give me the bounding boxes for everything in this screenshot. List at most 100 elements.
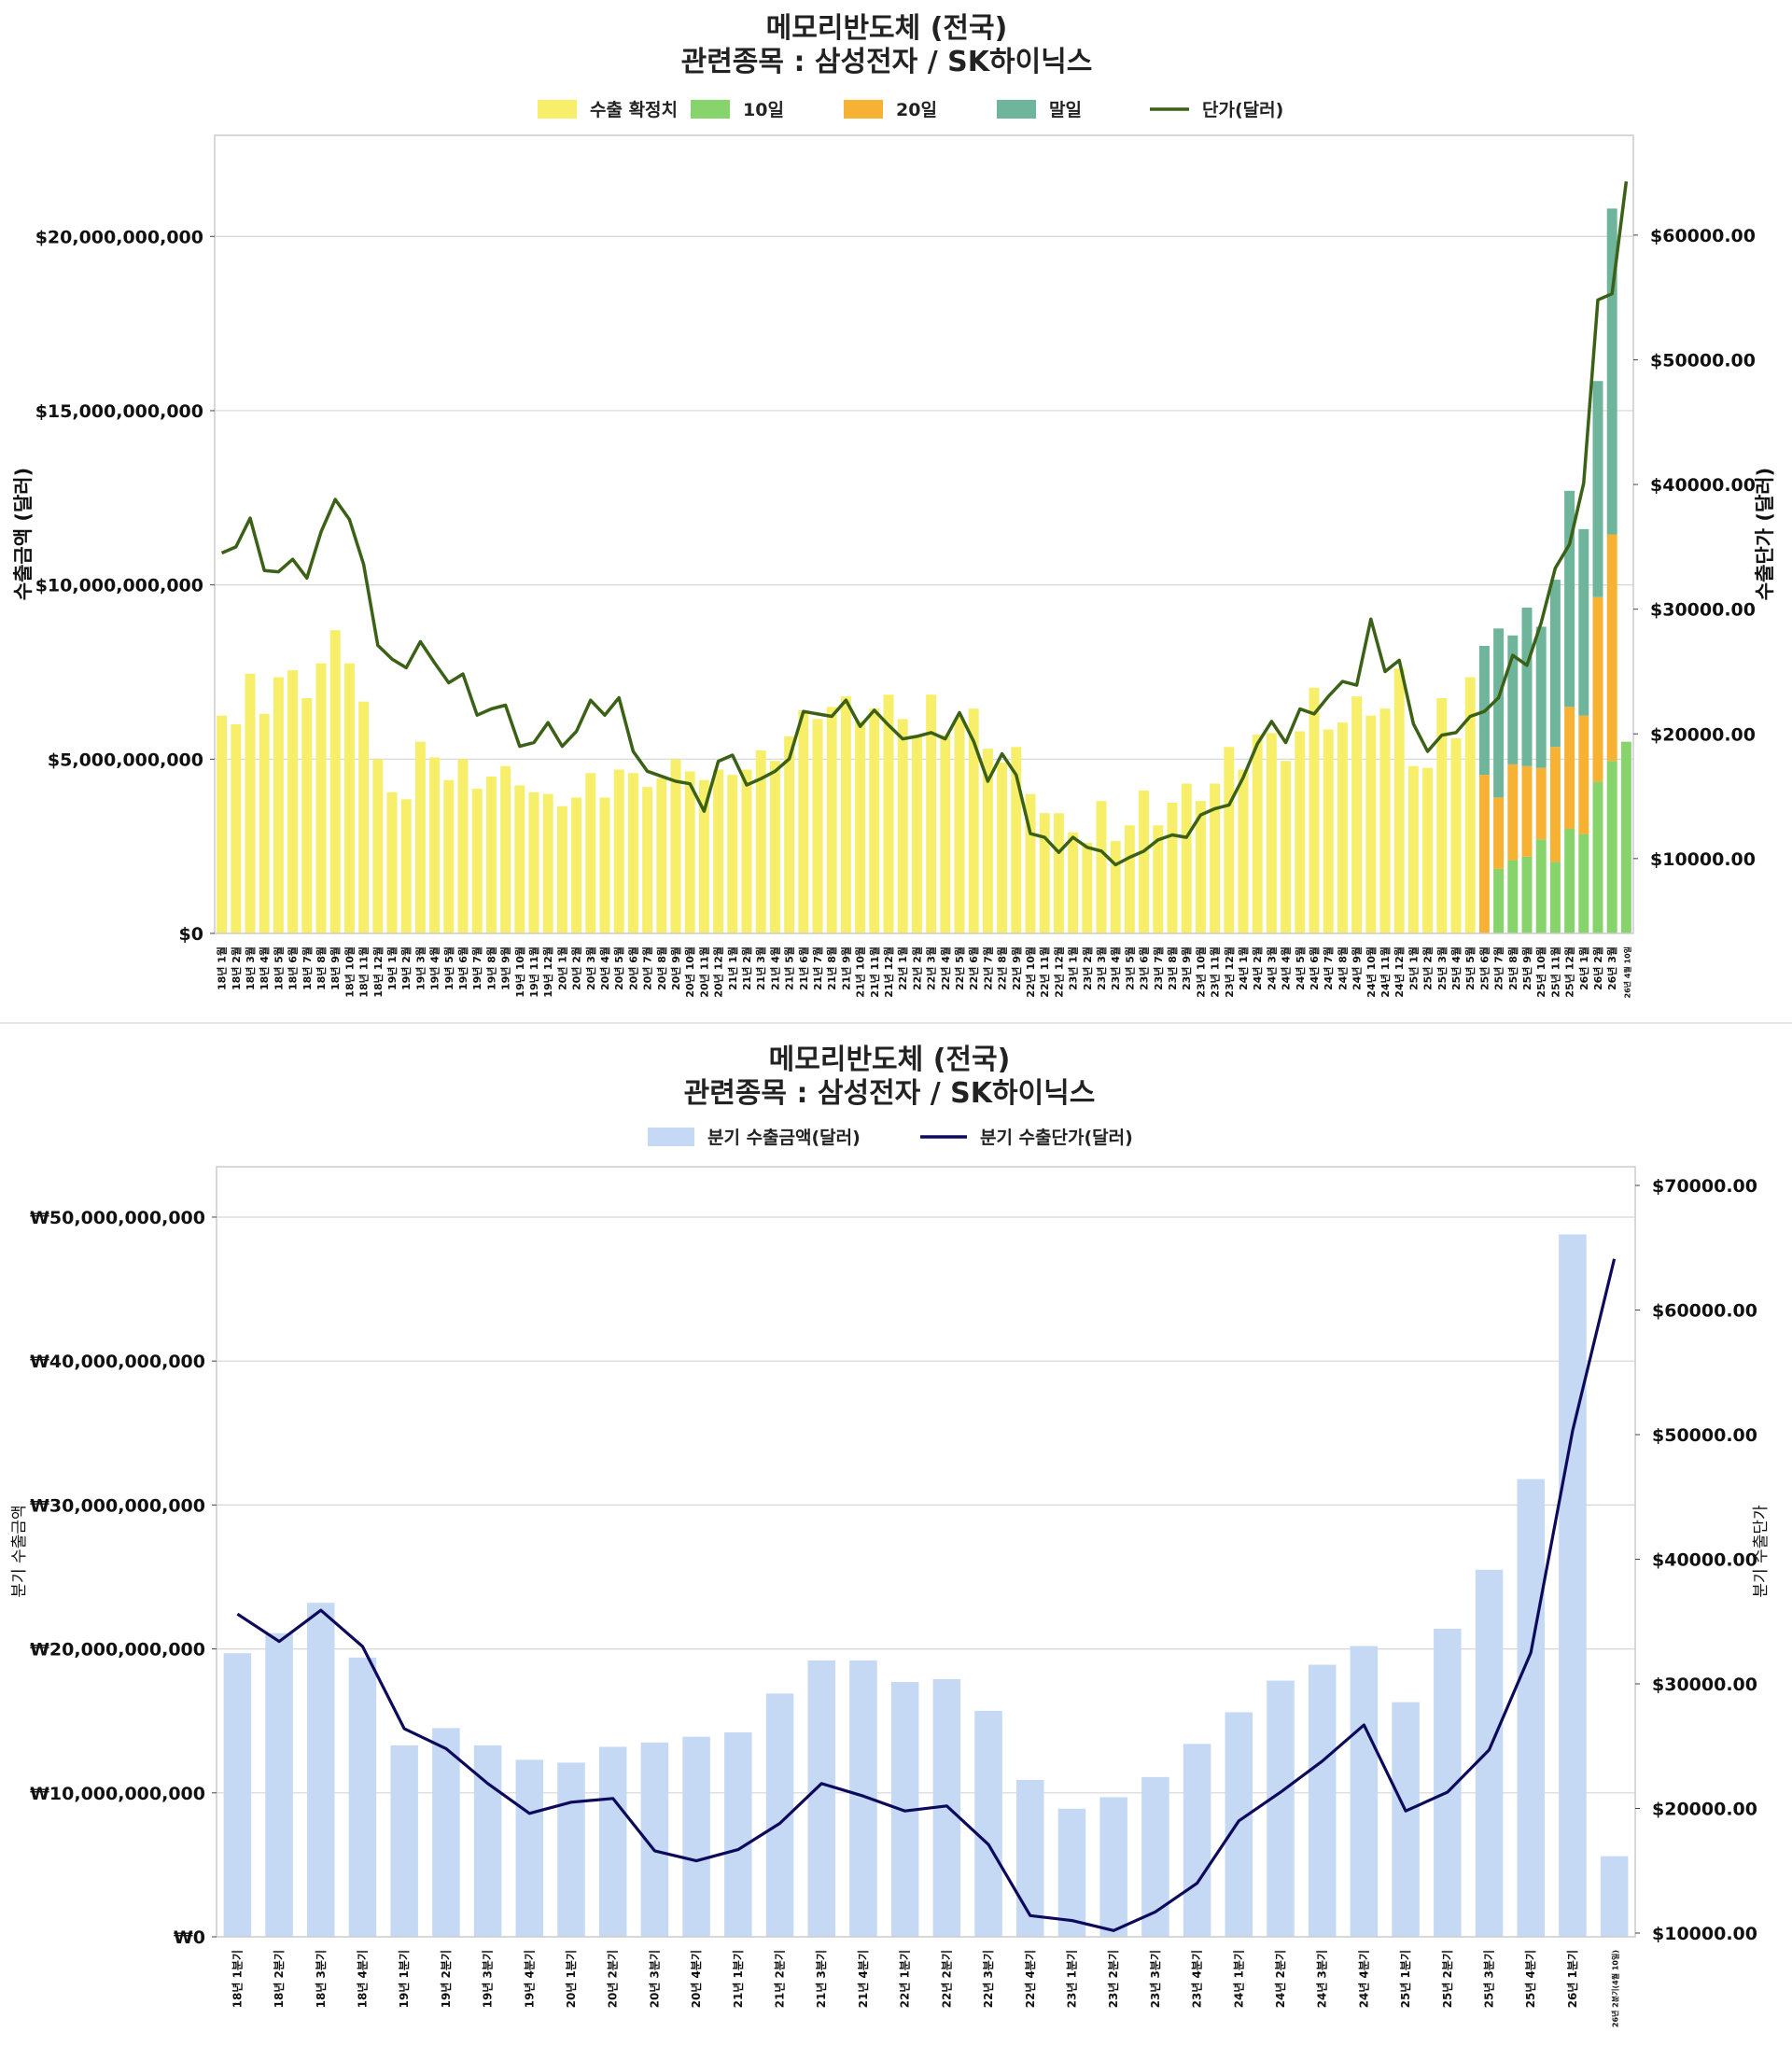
x-tick-label: 20년 10월 — [683, 946, 696, 998]
x-tick-label: 25년 1분기 — [1398, 1950, 1412, 2008]
bar — [1183, 1744, 1211, 1937]
bar — [1592, 381, 1603, 597]
chart1-gridlines — [215, 235, 1633, 760]
x-tick-label: 18년 4월 — [258, 946, 271, 990]
legend-swatch — [648, 1128, 694, 1146]
chart2-right-axis: $10000.00 $20000.00 $30000.00 $40000.00 $500… — [1635, 1176, 1757, 1944]
bar — [259, 713, 270, 933]
x-tick-label: 21년 6월 — [797, 946, 810, 990]
x-tick-label: 25년 5월 — [1463, 946, 1477, 990]
legend-swatch — [997, 100, 1036, 119]
bar — [414, 741, 426, 933]
bar — [869, 708, 880, 933]
y2-tick-label: $70000.00 — [1652, 1176, 1757, 1197]
x-tick-label: 23년 10월 — [1194, 946, 1207, 998]
x-tick-label: 24년 3월 — [1265, 946, 1278, 990]
x-tick-label: 25년 7월 — [1492, 946, 1505, 990]
x-tick-label: 26년 2월 — [1591, 946, 1604, 990]
x-tick-label: 20년 4분기 — [689, 1950, 703, 2008]
chart2-left-axis: ₩0 ₩10,000,000,000 ₩20,000,000,000 ₩30,000,… — [30, 1208, 217, 1948]
bar — [301, 697, 313, 933]
bar — [223, 1653, 252, 1937]
bar — [1578, 528, 1589, 716]
bar — [1559, 1234, 1587, 1937]
legend-label: 10일 — [743, 100, 784, 120]
bar — [1308, 1664, 1337, 1937]
bar — [1181, 783, 1192, 933]
bar — [812, 719, 823, 933]
bar — [514, 785, 525, 933]
x-tick-label: 22년 2분기 — [939, 1950, 953, 2008]
bar — [273, 677, 284, 933]
x-tick-label: 21년 8월 — [825, 946, 838, 990]
bar — [485, 776, 497, 933]
y-tick-label: $15,000,000,000 — [35, 401, 203, 422]
x-tick-label: 19년 6월 — [456, 946, 469, 990]
x-tick-label: 21년 1월 — [726, 946, 739, 990]
chart2-subtitle: 관련종목 : 삼성전자 / SK하이닉스 — [684, 1077, 1096, 1110]
bar — [1464, 677, 1476, 933]
x-tick-label: 21년 2분기 — [773, 1950, 787, 2008]
bar — [315, 663, 327, 933]
x-tick-label: 25년 10월 — [1534, 946, 1547, 998]
x-tick-label: 21년 7월 — [811, 946, 824, 990]
legend-label: 단가(달러) — [1202, 100, 1283, 120]
x-tick-label: 18년 2월 — [230, 946, 243, 990]
x-tick-label: 26년 1월 — [1577, 946, 1590, 990]
bar — [954, 717, 965, 933]
bar — [1535, 839, 1547, 933]
x-tick-label: 20년 9월 — [669, 946, 682, 990]
bar — [1225, 1712, 1253, 1937]
chart2-y-axis-label: 분기 수출금액 — [10, 1505, 29, 1597]
bar — [1393, 668, 1405, 933]
bar — [1521, 607, 1533, 766]
x-tick-label: 19년 11월 — [527, 946, 540, 998]
bar — [613, 769, 624, 933]
x-tick-label: 25년 11월 — [1548, 946, 1561, 998]
bar — [557, 1762, 585, 1937]
bar — [1592, 781, 1603, 933]
bar — [1592, 596, 1603, 782]
x-tick-label: 18년 1분기 — [230, 1950, 244, 2008]
x-tick-label: 18년 1월 — [216, 946, 229, 990]
bar — [372, 759, 384, 933]
bar — [1210, 783, 1221, 933]
x-tick-label: 18년 8월 — [315, 946, 328, 990]
bar — [1564, 828, 1575, 933]
bar — [911, 736, 922, 933]
bar — [1195, 801, 1206, 933]
chart2-y2-axis-label: 분기 수출단가 — [1752, 1505, 1771, 1598]
x-tick-label: 21년 1분기 — [731, 1950, 745, 2008]
x-tick-label: 19년 4월 — [428, 946, 441, 990]
chart1-legend: 수출 확정치 10일 20일 말일 단가(달러) — [538, 99, 1283, 120]
legend-item: 분기 수출금액(달러) — [648, 1128, 861, 1148]
legend-item: 10일 — [691, 100, 784, 120]
bar — [784, 736, 795, 933]
chart1-y-axis-label: 수출금액 (달러) — [12, 468, 35, 600]
bar — [926, 694, 937, 933]
x-tick-label: 26년 3월 — [1605, 946, 1618, 990]
x-tick-label: 24년 5월 — [1294, 946, 1307, 990]
bar — [287, 670, 299, 933]
chart1-right-axis: $10000.00 $20000.00 $30000.00 $40000.00 $500… — [1633, 226, 1756, 870]
x-tick-label: 21년 3월 — [754, 946, 767, 990]
bar — [1521, 856, 1533, 933]
x-tick-label: 23년 1분기 — [1064, 1950, 1078, 2008]
legend-swatch — [538, 100, 577, 119]
x-tick-label: 18년 10월 — [343, 946, 356, 998]
x-tick-label: 25년 9월 — [1520, 946, 1533, 990]
bar — [1606, 534, 1617, 762]
bar — [1475, 1569, 1504, 1937]
bar — [1606, 208, 1617, 535]
y2-tick-label: $30000.00 — [1652, 1675, 1757, 1695]
x-tick-label: 26년 2분기(4월 10일) — [1611, 1950, 1620, 2027]
bar — [217, 715, 228, 933]
bar — [1351, 696, 1363, 933]
chart1-y2-axis-label: 수출단가 (달러) — [1754, 468, 1776, 600]
bar — [1600, 1856, 1629, 1937]
bar — [656, 778, 667, 933]
bar — [1266, 733, 1277, 933]
x-tick-label: 19년 1월 — [385, 946, 399, 990]
bar — [1337, 722, 1348, 933]
bar — [1323, 729, 1334, 933]
